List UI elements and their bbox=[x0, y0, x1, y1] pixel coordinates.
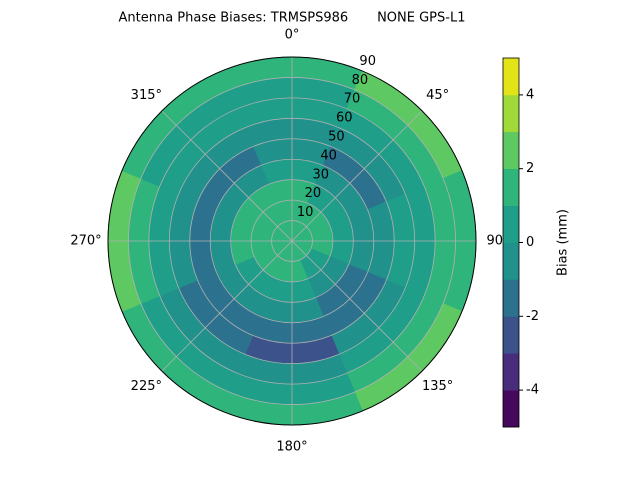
theta-tick-label: 270° bbox=[70, 234, 101, 249]
r-tick-label: 40 bbox=[320, 148, 337, 163]
theta-tick-label: 45° bbox=[426, 88, 449, 103]
r-tick-label: 20 bbox=[305, 186, 322, 201]
r-tick-label: 10 bbox=[297, 205, 314, 220]
colorbar-tick-label: -4 bbox=[526, 383, 539, 398]
chart-title: Antenna Phase Biases: TRMSPS986 NONE GPS… bbox=[119, 11, 466, 26]
colorbar-band bbox=[503, 353, 519, 391]
r-tick-label: 70 bbox=[344, 92, 361, 107]
r-tick-label: 80 bbox=[352, 73, 369, 88]
colorbar-tick-label: 2 bbox=[526, 161, 534, 176]
colorbar-band bbox=[503, 242, 519, 280]
grid-spoke bbox=[291, 110, 423, 242]
r-tick-label: 50 bbox=[328, 130, 345, 145]
colorbar-band bbox=[503, 390, 519, 428]
theta-tick-label: 315° bbox=[131, 88, 162, 103]
r-tick-label: 90 bbox=[359, 54, 376, 69]
theta-tick-label: 135° bbox=[422, 379, 453, 394]
theta-tick-label: 0° bbox=[285, 28, 300, 43]
grid-spoke bbox=[291, 240, 423, 372]
colorbar-tick-label: 4 bbox=[526, 87, 534, 102]
r-tick-label: 60 bbox=[336, 111, 353, 126]
colorbar-band bbox=[503, 94, 519, 133]
r-tick-label: 30 bbox=[312, 167, 329, 182]
grid-spoke bbox=[161, 240, 293, 372]
colorbar-label: Bias (mm) bbox=[556, 209, 571, 276]
colorbar-band bbox=[503, 131, 519, 169]
colorbar-band bbox=[503, 168, 519, 206]
colorbar-band bbox=[503, 58, 519, 96]
colorbar-band bbox=[503, 205, 519, 243]
theta-tick-label: 180° bbox=[276, 440, 307, 455]
colorbar-band bbox=[503, 316, 519, 354]
grid-spoke bbox=[161, 110, 293, 242]
polar-frame bbox=[107, 56, 477, 426]
theta-tick-label: 225° bbox=[131, 379, 162, 394]
colorbar-tick-label: -2 bbox=[526, 309, 539, 324]
colorbar-tick-label: 0 bbox=[526, 235, 534, 250]
colorbar-band bbox=[503, 279, 519, 317]
